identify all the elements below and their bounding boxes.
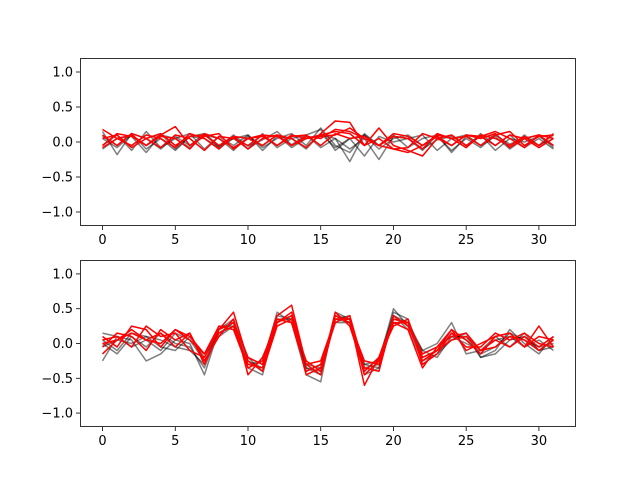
bottom-x-tick-label-6: 30 (531, 434, 548, 449)
top-y-tick-label-4: 1.0 (52, 66, 73, 81)
top-series-line-8-red (102, 128, 554, 150)
bottom-y-tick-label-2: 0.0 (52, 337, 73, 352)
bottom-subplot: 0 5 10 15 20 25 30 −1.0 −0.5 0.0 0.5 1.0 (41, 260, 576, 449)
bottom-y-tick-label-1: −0.5 (41, 372, 73, 387)
bottom-series-line-8-red (101, 314, 554, 373)
top-y-tick-label-3: 0.5 (52, 101, 73, 116)
top-series-line-9-red (102, 132, 554, 150)
top-series-group (101, 120, 554, 163)
bottom-y-tick-label-3: 0.5 (52, 302, 73, 317)
top-plot-area (80, 58, 576, 226)
bottom-y-tick-label-0: −1.0 (41, 407, 73, 422)
top-x-tick-label-4: 20 (385, 233, 402, 248)
top-x-tick-label-3: 15 (312, 233, 329, 248)
top-x-tick-label-6: 30 (531, 233, 548, 248)
top-y-tick-label-0: −1.0 (41, 206, 73, 221)
top-x-tick-label-0: 0 (98, 233, 106, 248)
bottom-series-group (101, 304, 555, 387)
top-x-tick-label-1: 5 (171, 233, 179, 248)
top-axes-frame (80, 58, 576, 226)
top-x-tick-label-2: 10 (240, 233, 257, 248)
top-y-tick-label-1: −0.5 (41, 171, 73, 186)
top-y-tick-label-2: 0.0 (52, 136, 73, 151)
bottom-x-tick-label-0: 0 (98, 434, 106, 449)
top-series-line-6-red (102, 125, 554, 150)
bottom-x-tick-label-1: 5 (171, 434, 179, 449)
bottom-x-tick-label-3: 15 (312, 434, 329, 449)
bottom-x-tick-label-4: 20 (385, 434, 402, 449)
top-x-tick-label-5: 25 (458, 233, 475, 248)
bottom-axes-frame (80, 260, 576, 427)
top-subplot: 0 5 10 15 20 25 30 −1.0 −0.5 0.0 0.5 1.0 (41, 58, 576, 248)
bottom-x-tick-label-5: 25 (458, 434, 475, 449)
bottom-x-tick-label-2: 10 (240, 434, 257, 449)
bottom-y-tick-label-4: 1.0 (52, 267, 73, 282)
bottom-series-line-9-red (102, 311, 554, 376)
